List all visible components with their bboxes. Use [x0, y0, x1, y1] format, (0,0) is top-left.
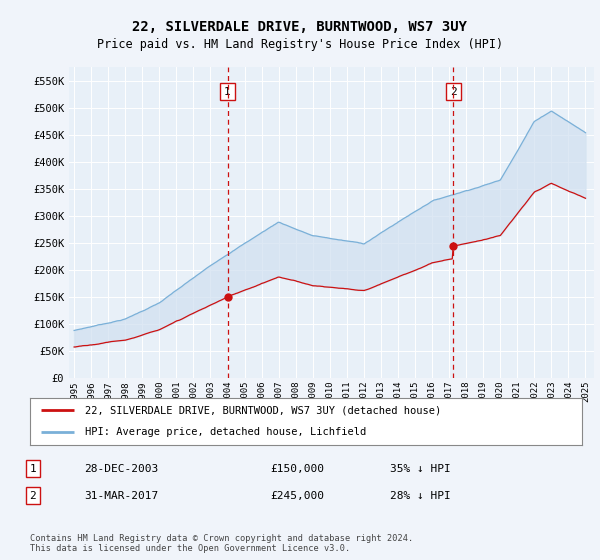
Text: 22, SILVERDALE DRIVE, BURNTWOOD, WS7 3UY: 22, SILVERDALE DRIVE, BURNTWOOD, WS7 3UY [133, 20, 467, 34]
Text: £150,000: £150,000 [270, 464, 324, 474]
Text: 2: 2 [450, 87, 457, 96]
Text: £245,000: £245,000 [270, 491, 324, 501]
Text: 2: 2 [29, 491, 37, 501]
Text: HPI: Average price, detached house, Lichfield: HPI: Average price, detached house, Lich… [85, 427, 367, 437]
Text: 31-MAR-2017: 31-MAR-2017 [84, 491, 158, 501]
Text: 1: 1 [29, 464, 37, 474]
Text: 1: 1 [224, 87, 231, 96]
Text: 35% ↓ HPI: 35% ↓ HPI [390, 464, 451, 474]
Text: 28-DEC-2003: 28-DEC-2003 [84, 464, 158, 474]
Text: 28% ↓ HPI: 28% ↓ HPI [390, 491, 451, 501]
Text: Contains HM Land Registry data © Crown copyright and database right 2024.
This d: Contains HM Land Registry data © Crown c… [30, 534, 413, 553]
Text: Price paid vs. HM Land Registry's House Price Index (HPI): Price paid vs. HM Land Registry's House … [97, 38, 503, 50]
Text: 22, SILVERDALE DRIVE, BURNTWOOD, WS7 3UY (detached house): 22, SILVERDALE DRIVE, BURNTWOOD, WS7 3UY… [85, 405, 442, 416]
